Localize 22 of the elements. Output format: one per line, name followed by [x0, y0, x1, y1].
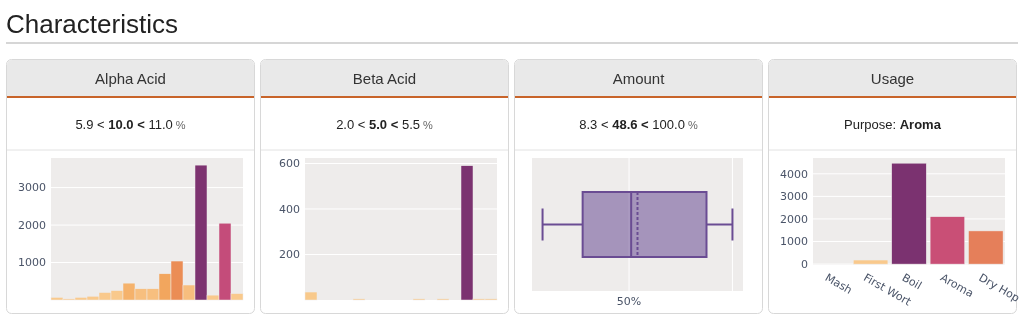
chart-title: Usage [870, 70, 915, 87]
y-tick-label: 400 [279, 202, 300, 216]
y-tick-label: 3000 [18, 181, 46, 195]
x-tick-label: Dry Hop [976, 271, 1022, 305]
y-tick-label: 4000 [780, 167, 808, 181]
y-tick-label: 0 [801, 257, 808, 271]
y-tick-label: 200 [279, 248, 300, 262]
text: Characteristics [6, 9, 178, 39]
y-tick-label: 1000 [780, 235, 808, 249]
y-tick-label: 600 [279, 157, 300, 171]
y-tick-label: 3000 [780, 190, 808, 204]
chart-subtitle: Purpose: Aroma [844, 117, 942, 132]
y-tick-label: 2000 [18, 218, 46, 232]
y-tick-label: 2000 [780, 212, 808, 226]
text: Amount [612, 70, 666, 87]
text: 50% [616, 295, 642, 308]
chart-title: Beta Acid [352, 70, 417, 87]
chart-subtitle: 2.0 < 5.0 < 5.5 % [336, 117, 434, 132]
chart-title: Alpha Acid [95, 70, 166, 87]
y-tick-label: 1000 [18, 256, 46, 270]
chart-subtitle: 5.9 < 10.0 < 11.0 % [75, 117, 186, 132]
text: 8.3 < 48.6 < 100.0 % [579, 117, 698, 132]
